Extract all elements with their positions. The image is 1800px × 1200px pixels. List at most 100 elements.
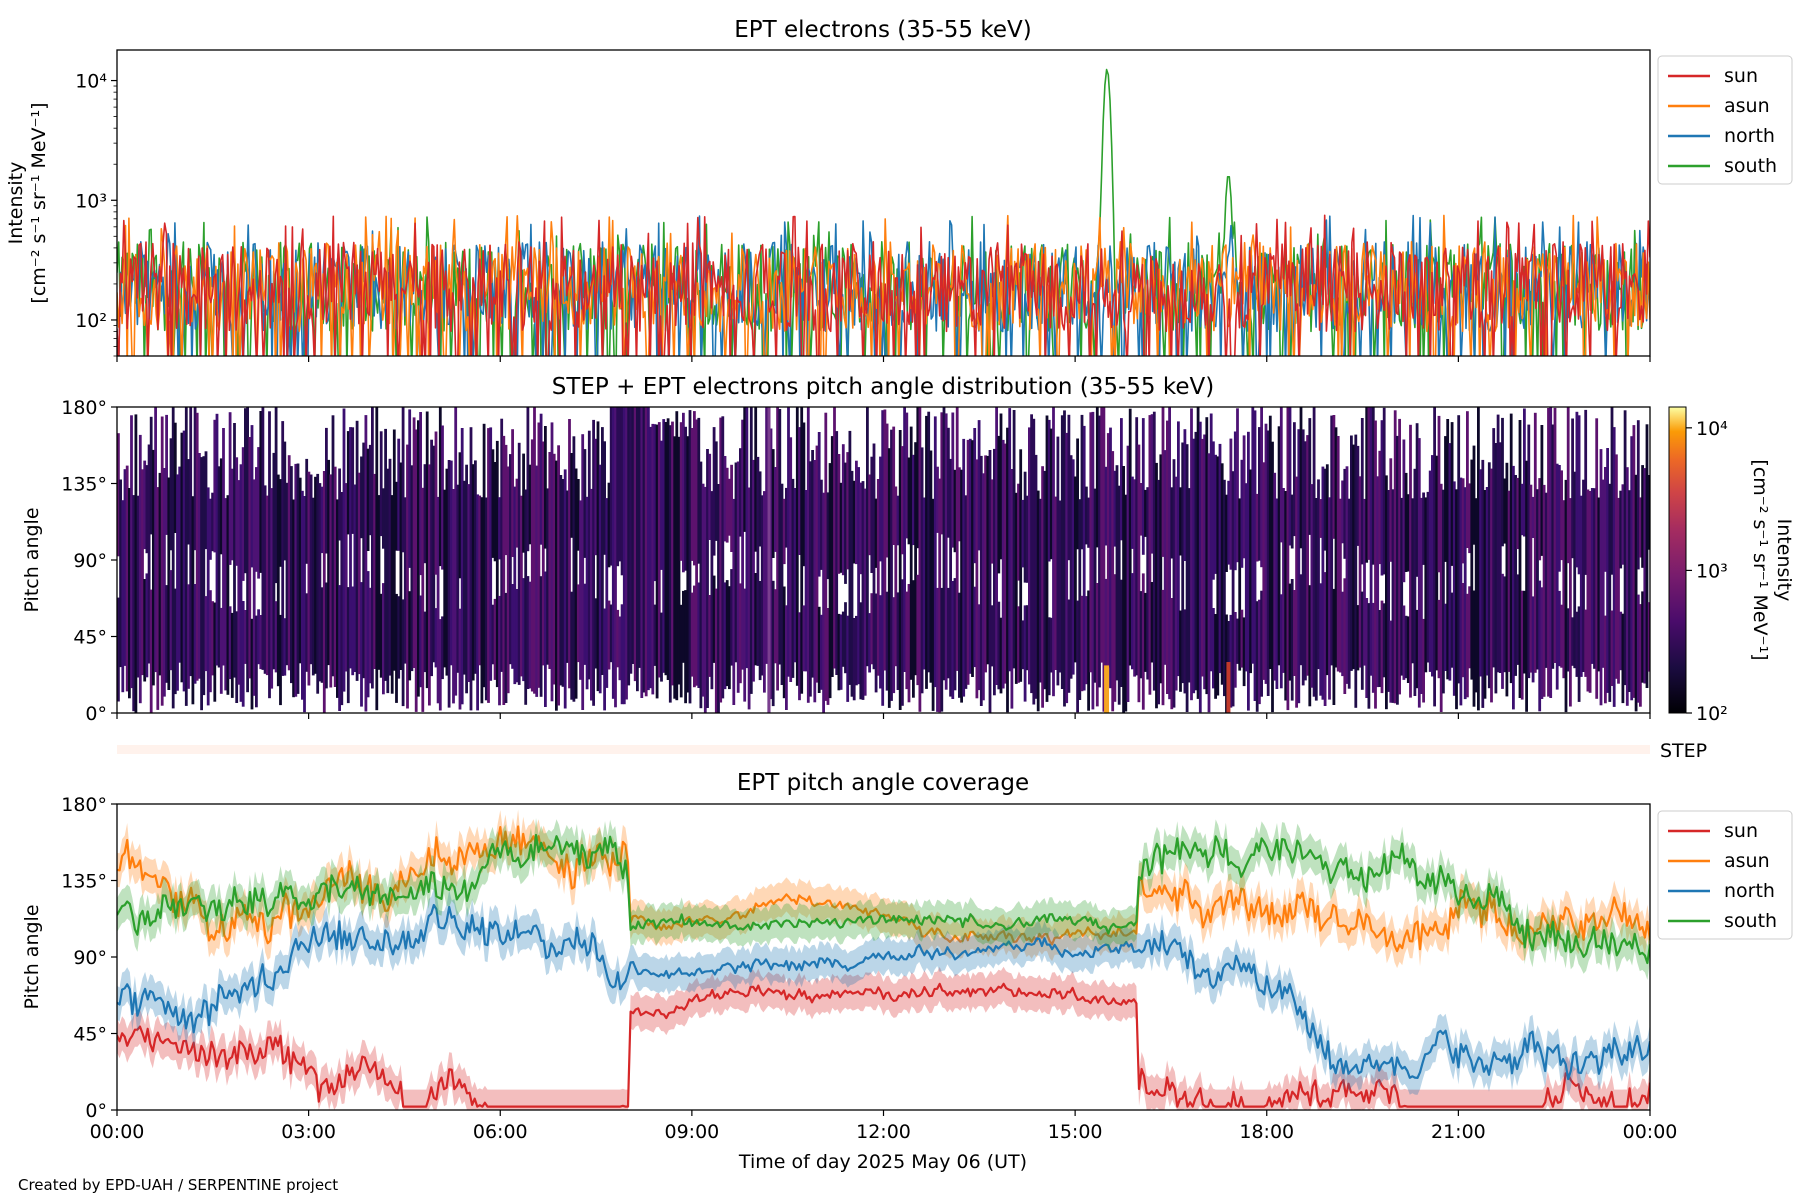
heatmap-cell bbox=[839, 614, 843, 690]
heatmap-cell bbox=[368, 444, 372, 536]
heatmap-cell bbox=[1223, 479, 1226, 697]
heatmap-cell bbox=[1402, 605, 1406, 680]
heatmap-cell bbox=[364, 415, 368, 712]
heatmap-cell bbox=[1120, 418, 1123, 541]
heatmap-cell bbox=[815, 445, 819, 683]
heatmap-cell bbox=[414, 429, 418, 712]
heatmap-cell bbox=[228, 412, 232, 565]
heatmap-cell bbox=[693, 585, 696, 688]
heatmap-cell bbox=[918, 407, 922, 712]
heatmap-cell bbox=[1360, 591, 1364, 690]
heatmap-cell bbox=[833, 407, 836, 669]
heatmap-cell bbox=[837, 454, 841, 574]
heatmap-cell bbox=[1389, 620, 1393, 703]
heatmap-cell bbox=[1415, 609, 1419, 689]
heatmap-cell bbox=[1150, 414, 1154, 554]
heatmap-cell bbox=[642, 407, 646, 693]
panel1-xticks bbox=[116, 356, 1651, 362]
heatmap-cell bbox=[410, 465, 414, 672]
heatmap-cell bbox=[870, 456, 874, 573]
heatmap-cell bbox=[855, 460, 858, 565]
heatmap-cell bbox=[703, 486, 707, 713]
heatmap-cell bbox=[408, 591, 412, 681]
colorbar-label: Intensity bbox=[1773, 519, 1795, 602]
heatmap-cell bbox=[1328, 497, 1331, 700]
heatmap-cell bbox=[568, 419, 571, 689]
heatmap-cell bbox=[574, 468, 578, 699]
heatmap-cell bbox=[1579, 495, 1583, 677]
heatmap-cell bbox=[1391, 489, 1395, 703]
heatmap-cell bbox=[594, 438, 598, 556]
heatmap-cell bbox=[1282, 488, 1285, 673]
heatmap-cell bbox=[145, 465, 149, 554]
heatmap-cell bbox=[454, 407, 458, 696]
heatmap-cell bbox=[167, 477, 171, 690]
heatmap-cell bbox=[206, 487, 210, 706]
heatmap-cell bbox=[664, 422, 668, 676]
heatmap-cell bbox=[489, 427, 493, 681]
heatmap-cell bbox=[163, 468, 166, 697]
heatmap-cell bbox=[1102, 407, 1106, 712]
heatmap-cell bbox=[1074, 476, 1077, 663]
heatmap-cell bbox=[279, 479, 282, 567]
heatmap-cell bbox=[795, 407, 799, 686]
heatmap-cell bbox=[355, 420, 359, 681]
heatmap-cell bbox=[285, 482, 289, 666]
heatmap-cell bbox=[1382, 407, 1386, 575]
heatmap-cell bbox=[883, 409, 887, 671]
heatmap-cell bbox=[1067, 599, 1071, 693]
heatmap-cell bbox=[263, 485, 267, 674]
heatmap-cell bbox=[1190, 408, 1193, 701]
heatmap-cell bbox=[1260, 590, 1263, 697]
heatmap-cell bbox=[583, 449, 587, 558]
heatmap-cell bbox=[1577, 415, 1581, 575]
heatmap-cell bbox=[936, 587, 939, 712]
heatmap-cell bbox=[1569, 498, 1572, 707]
heatmap-cell bbox=[953, 469, 957, 553]
heatmap-cell bbox=[1183, 429, 1187, 561]
heatmap-cell bbox=[1533, 412, 1537, 673]
heatmap-cell bbox=[789, 437, 793, 682]
heatmap-cell bbox=[1604, 615, 1607, 704]
heatmap-cell bbox=[141, 469, 144, 676]
heatmap-cell bbox=[1636, 594, 1640, 703]
pitch-angle-coverage-panel: EPT pitch angle coverage Pitch angle 0° 4… bbox=[21, 770, 1793, 1173]
heatmap-cell bbox=[257, 609, 260, 665]
heatmap-cell bbox=[292, 499, 295, 698]
heatmap-cell bbox=[298, 477, 302, 664]
heatmap-cell bbox=[1516, 477, 1520, 550]
heatmap-cell bbox=[1523, 590, 1526, 674]
heatmap-cell bbox=[1463, 487, 1467, 700]
heatmap-cell bbox=[436, 496, 440, 704]
heatmap-cell bbox=[1444, 603, 1447, 671]
heatmap-cell bbox=[1336, 436, 1340, 672]
heatmap-cell bbox=[662, 419, 666, 673]
heatmap-cell bbox=[1367, 603, 1371, 709]
heatmap-cell bbox=[907, 584, 911, 703]
x-tick-label: 15:00 bbox=[1048, 1121, 1103, 1143]
heatmap-cell bbox=[474, 460, 477, 674]
heatmap-cell bbox=[327, 459, 330, 666]
heatmap-cell bbox=[1253, 410, 1257, 701]
heatmap-cell bbox=[1170, 487, 1174, 559]
heatmap-cell bbox=[1170, 598, 1174, 710]
heatmap-cell bbox=[647, 407, 650, 691]
heatmap-cell bbox=[1047, 617, 1051, 696]
y-tick-label: 45° bbox=[73, 627, 107, 649]
heatmap-cell bbox=[736, 461, 740, 693]
heatmap-cell bbox=[301, 490, 304, 700]
heatmap-cell bbox=[1558, 465, 1561, 572]
heatmap-cell bbox=[914, 442, 917, 676]
heatmap-cell bbox=[230, 468, 234, 561]
heatmap-cell bbox=[657, 422, 661, 678]
heatmap-cell bbox=[905, 412, 909, 539]
heatmap-cell bbox=[425, 411, 429, 689]
heatmap-cell bbox=[176, 474, 179, 691]
heatmap-cell bbox=[506, 466, 510, 694]
heatmap-cell bbox=[375, 407, 379, 711]
heatmap-cell bbox=[1501, 573, 1504, 689]
heatmap-cell bbox=[1575, 611, 1579, 677]
heatmap-cell bbox=[1623, 410, 1627, 686]
heatmap-cell bbox=[408, 409, 412, 568]
heatmap-cell bbox=[708, 595, 712, 677]
